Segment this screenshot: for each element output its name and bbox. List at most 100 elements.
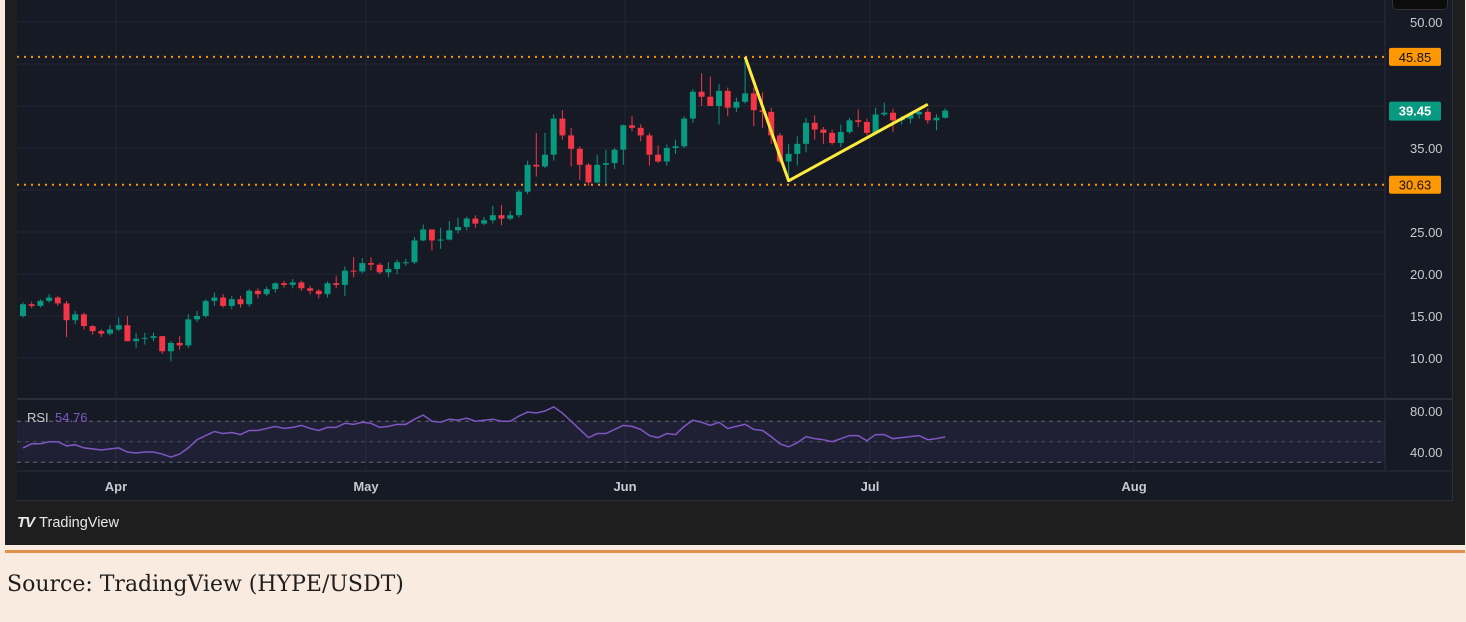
candle-body [185,319,192,346]
candle-body [463,218,470,227]
candle-body [550,118,557,155]
candle-body [72,314,79,321]
candle-body [281,283,287,285]
time-axis-label: Aug [1121,479,1146,494]
candle-body [576,148,583,165]
candle-body [542,154,548,167]
candle-body [141,337,148,339]
candle-body [341,270,348,285]
candle-body [672,146,679,148]
candle-body [368,263,374,265]
time-axis-label: Apr [105,479,127,494]
last-price-badge [1389,101,1441,121]
candle-body [655,154,662,162]
price-axis-label: 25.00 [1410,225,1443,240]
candle-body [863,121,870,133]
candle-body [20,304,26,316]
candle-body [515,191,522,216]
candle-body [272,283,279,290]
candle-body [350,270,357,272]
candle-body [707,96,714,106]
candle-body [585,164,592,183]
candle-body [394,262,401,269]
time-axis-label: Jun [613,479,636,494]
price-axis-label: 20.00 [1410,267,1443,282]
candle-body [611,149,618,164]
price-axis-label: 35.00 [1410,141,1443,156]
caption-divider [5,550,1465,553]
rsi-axis-label: 80.00 [1410,404,1443,419]
candle-body [150,336,157,338]
candle-body [872,114,879,133]
price-level-badge [1389,47,1441,66]
rsi-axis-label: 40.00 [1410,445,1443,460]
candle-body [167,342,174,352]
chart-pane[interactable]: 50.00 35.00 25.00 20.00 15.00 10.00 Apr May Jun J… [17,0,1453,501]
candle-body [420,229,427,241]
candle-body [663,148,670,162]
candle-body [411,240,418,263]
candle-body [228,299,235,306]
candle-body [481,220,488,224]
candle-body [28,304,35,306]
candle-body [733,101,740,108]
candle-body [602,163,609,165]
candle-body [846,120,853,133]
time-axis-label: Jul [861,479,880,494]
candle-body [855,120,862,122]
candle-body [54,297,61,304]
candle-body [759,110,766,112]
candle-body [750,93,757,111]
candle-body [890,112,896,121]
candle-body [428,229,435,241]
rsi-label: RSI [27,410,49,425]
candle-body [820,129,827,133]
candle-body [803,122,809,144]
candle-body [637,127,644,136]
candle-body [776,135,783,162]
price-axis-label: 50.00 [1410,15,1443,30]
chart-toolbar-button[interactable] [1392,0,1448,10]
price-level-badge [1389,175,1441,194]
candle-body [829,132,836,143]
candle-body [942,110,949,118]
candle-body [742,93,749,102]
candle-body [629,125,635,128]
candle-body [559,118,566,136]
candle-body [924,111,931,121]
candle-body [489,215,496,221]
tradingview-logo[interactable]: TV TradingView [17,514,119,531]
candle-body [263,289,270,295]
candle-body [455,226,461,231]
candle-body [37,300,44,306]
candle-body [533,164,540,167]
candle-body [916,111,923,115]
candle-body [907,114,914,119]
candle-body [794,143,801,154]
candle-body [472,218,479,224]
candle-body [594,164,601,183]
candle-body [107,329,113,334]
candle-body [524,164,531,192]
candle-body [620,125,627,150]
rsi-line [22,406,946,458]
candle-body [246,290,253,305]
candle-body [402,262,409,264]
last-price-label: 39.45 [1399,104,1432,119]
candle-body [298,282,305,289]
candle-body [124,325,131,342]
candle-body [46,297,53,301]
candle-body [359,263,366,272]
candle-body [159,336,166,352]
candle-body [333,283,340,285]
candle-body [315,290,322,295]
candle-body [498,215,505,219]
candle-body [385,268,392,273]
candle-body [194,316,200,320]
candle-body [115,325,122,330]
candle-body [811,122,818,130]
candle-body [716,90,722,106]
source-caption: Source: TradingView (HYPE/USDT) [7,572,404,597]
candlestick-chart[interactable]: 50.00 35.00 25.00 20.00 15.00 10.00 Apr May Jun J… [17,0,1452,500]
candle-body [446,230,453,240]
